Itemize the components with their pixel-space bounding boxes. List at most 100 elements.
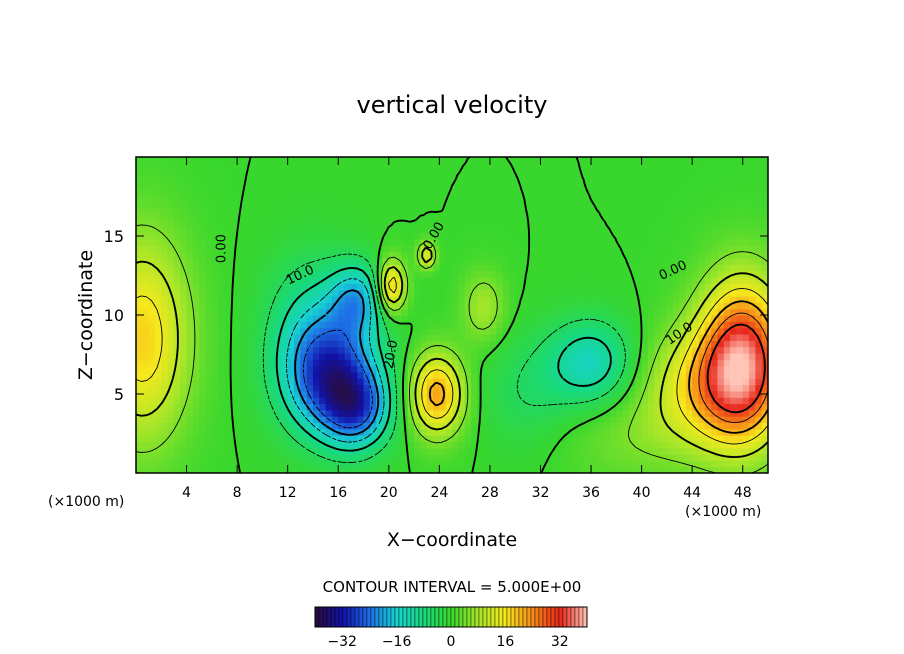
heatmap-cell: [553, 182, 561, 190]
heatmap-cell: [237, 327, 245, 335]
heatmap-cell: [603, 251, 611, 259]
heatmap-cell: [230, 175, 238, 183]
heatmap-cell: [136, 277, 143, 284]
heatmap-cell: [483, 194, 491, 202]
heatmap-cell: [534, 175, 542, 183]
heatmap-cell: [325, 403, 333, 411]
heatmap-cell: [698, 245, 706, 253]
heatmap-cell: [407, 466, 415, 473]
heatmap-cell: [572, 175, 579, 183]
heatmap-cell: [761, 466, 768, 473]
heatmap-cell: [230, 359, 238, 367]
heatmap-cell: [186, 258, 194, 266]
heatmap-cell: [660, 422, 668, 430]
heatmap-cell: [597, 409, 605, 417]
heatmap-cell: [717, 283, 725, 291]
heatmap-cell: [268, 454, 276, 461]
heatmap-cell: [161, 188, 169, 196]
heatmap-cell: [572, 454, 579, 461]
heatmap-cell: [420, 194, 428, 202]
heatmap-cell: [521, 270, 529, 278]
heatmap-cell: [161, 220, 169, 228]
heatmap-cell: [546, 182, 554, 190]
heatmap-cell: [723, 422, 731, 430]
heatmap-cell: [142, 245, 150, 253]
heatmap-cell: [591, 207, 598, 215]
heatmap-cell: [395, 308, 403, 316]
heatmap-cell: [161, 371, 169, 379]
heatmap-cell: [515, 466, 523, 473]
heatmap-cell: [376, 321, 384, 329]
heatmap-cell: [527, 245, 535, 253]
heatmap-cell: [237, 422, 245, 430]
heatmap-cell: [218, 277, 226, 284]
heatmap-cell: [660, 359, 668, 367]
heatmap-cell: [553, 371, 561, 379]
heatmap-cell: [211, 308, 219, 316]
heatmap-cell: [275, 390, 282, 398]
heatmap-cell: [628, 163, 636, 171]
heatmap-cell: [723, 397, 731, 405]
heatmap-cell: [755, 340, 763, 348]
heatmap-cell: [521, 460, 529, 468]
heatmap-cell: [647, 447, 655, 455]
heatmap-cell: [357, 308, 365, 316]
heatmap-cell: [685, 466, 693, 473]
heatmap-cell: [483, 283, 491, 291]
heatmap-cell: [559, 403, 567, 411]
heatmap-cell: [230, 397, 238, 405]
heatmap-cell: [673, 188, 681, 196]
heatmap-cell: [452, 315, 459, 322]
heatmap-cell: [300, 340, 308, 348]
heatmap-cell: [546, 213, 554, 221]
heatmap-cell: [173, 175, 181, 183]
heatmap-cell: [319, 201, 327, 209]
heatmap-cell: [603, 258, 611, 266]
heatmap-cell: [262, 378, 270, 386]
heatmap-cell: [148, 270, 156, 278]
heatmap-cell: [591, 409, 598, 417]
heatmap-cell: [622, 315, 630, 322]
heatmap-cell: [199, 182, 207, 190]
heatmap-cell: [559, 352, 567, 360]
heatmap-cell: [369, 251, 377, 259]
heatmap-cell: [281, 460, 289, 468]
heatmap-cell: [136, 346, 143, 354]
heatmap-cell: [414, 435, 421, 442]
heatmap-cell: [502, 245, 510, 253]
heatmap-cell: [142, 352, 150, 360]
heatmap-cell: [622, 270, 630, 278]
heatmap-cell: [660, 340, 668, 348]
heatmap-cell: [268, 447, 276, 455]
heatmap-cell: [218, 428, 226, 436]
heatmap-cell: [717, 327, 725, 335]
heatmap-cell: [433, 201, 440, 209]
heatmap-cell: [407, 239, 415, 247]
heatmap-cell: [167, 409, 175, 417]
heatmap-cell: [211, 327, 219, 335]
heatmap-cell: [325, 296, 333, 303]
heatmap-cell: [167, 226, 175, 234]
heatmap-cell: [439, 315, 447, 322]
heatmap-cell: [281, 321, 289, 329]
heatmap-cell: [628, 251, 636, 259]
heatmap-cell: [692, 340, 700, 348]
heatmap-cell: [452, 327, 459, 335]
heatmap-cell: [414, 201, 421, 209]
heatmap-cell: [395, 454, 403, 461]
heatmap-cell: [357, 239, 365, 247]
heatmap-cell: [527, 232, 535, 240]
heatmap-cell: [186, 169, 194, 177]
heatmap-cell: [256, 409, 263, 417]
heatmap-cell: [167, 422, 175, 430]
heatmap-cell: [395, 264, 403, 272]
heatmap-cell: [755, 422, 763, 430]
heatmap-cell: [167, 270, 175, 278]
heatmap-cell: [572, 289, 579, 297]
heatmap-cell: [262, 232, 270, 240]
heatmap-cell: [148, 201, 156, 209]
heatmap-cell: [325, 258, 333, 266]
heatmap-cell: [401, 270, 409, 278]
heatmap-cell: [414, 422, 421, 430]
heatmap-cell: [262, 239, 270, 247]
